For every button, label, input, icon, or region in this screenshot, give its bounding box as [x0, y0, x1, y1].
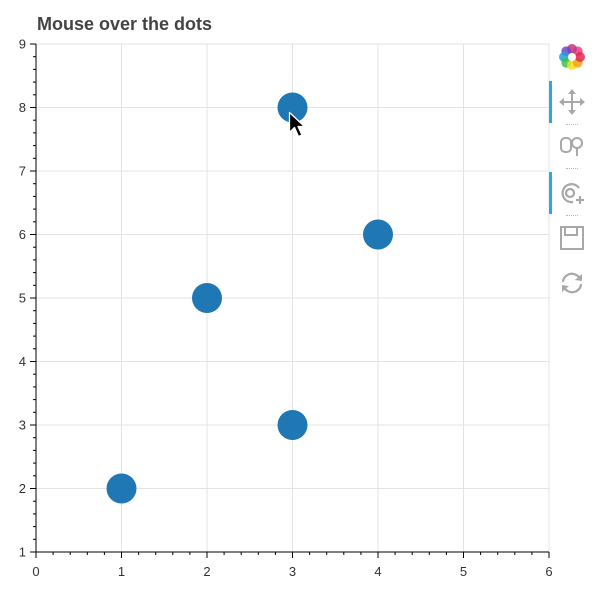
data-points[interactable]	[106, 92, 394, 504]
x-tick-label: 0	[32, 564, 39, 579]
grid	[35, 43, 550, 553]
bokeh-logo-icon[interactable]	[557, 42, 587, 72]
chart-title: Mouse over the dots	[37, 14, 213, 34]
mouse-pointer-shape	[288, 111, 306, 138]
y-tick-label: 3	[19, 418, 26, 433]
pan-icon[interactable]	[557, 87, 587, 117]
x-tick-label: 1	[118, 564, 125, 579]
box-zoom-icon[interactable]	[557, 132, 587, 162]
data-point[interactable]	[277, 410, 308, 440]
y-tick-label: 5	[19, 291, 26, 306]
pan-tool-active-indicator	[549, 81, 552, 123]
save-icon[interactable]	[557, 223, 587, 253]
reset-icon[interactable]	[557, 268, 587, 298]
y-tick-label: 6	[19, 227, 26, 242]
toolbar-separator	[566, 215, 578, 216]
wheel-zoom-active-indicator	[549, 172, 552, 214]
y-tick-label: 9	[19, 37, 26, 52]
x-tick-label: 6	[545, 564, 552, 579]
mouse-pointer-icon	[288, 111, 306, 138]
data-point[interactable]	[363, 219, 393, 250]
x-tick-label: 3	[289, 564, 296, 579]
data-point[interactable]	[192, 283, 222, 313]
data-point[interactable]	[106, 473, 137, 504]
chart-toolbar	[549, 38, 600, 308]
axes	[30, 43, 550, 558]
toolbar-separator	[566, 168, 578, 169]
y-tick-label: 7	[19, 164, 26, 179]
x-tick-label: 5	[460, 564, 467, 579]
toolbar-separator	[566, 124, 578, 125]
wheel-zoom-icon[interactable]	[557, 178, 587, 208]
y-tick-label: 4	[19, 354, 26, 369]
y-tick-label: 1	[19, 545, 26, 560]
x-tick-label: 4	[374, 564, 381, 579]
x-tick-label: 2	[203, 564, 210, 579]
y-tick-label: 8	[19, 100, 26, 115]
cursor-layer	[288, 111, 306, 138]
y-tick-label: 2	[19, 481, 26, 496]
data-point[interactable]	[277, 92, 308, 123]
